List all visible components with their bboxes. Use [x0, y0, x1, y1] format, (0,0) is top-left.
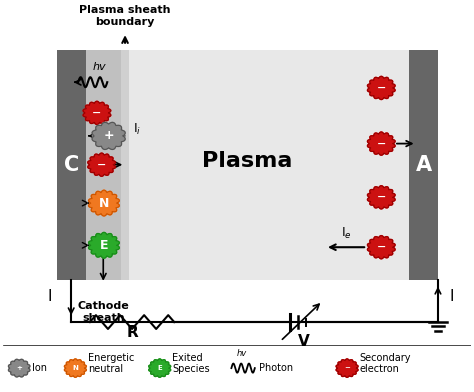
Text: I$_e$: I$_e$ [341, 225, 352, 241]
Text: −: − [92, 108, 101, 118]
Text: N: N [73, 365, 78, 371]
FancyBboxPatch shape [410, 49, 438, 280]
Polygon shape [89, 190, 119, 216]
Polygon shape [336, 359, 358, 377]
Text: C: C [64, 155, 79, 175]
Text: −: − [344, 365, 350, 371]
Text: −: − [97, 160, 106, 170]
Text: I: I [450, 289, 454, 304]
Text: N: N [99, 196, 109, 210]
Text: +: + [103, 129, 114, 142]
Text: Secondary
electron: Secondary electron [360, 353, 411, 374]
Text: Cathode
sheath: Cathode sheath [77, 301, 129, 323]
Text: V: V [298, 334, 310, 349]
Text: I$_i$: I$_i$ [133, 122, 142, 137]
Text: Plasma sheath
boundary: Plasma sheath boundary [79, 5, 171, 27]
Text: E: E [100, 239, 108, 252]
Polygon shape [367, 76, 395, 100]
FancyBboxPatch shape [129, 49, 410, 280]
Polygon shape [367, 132, 395, 155]
Text: hv: hv [92, 62, 106, 72]
Polygon shape [9, 359, 30, 377]
Text: Exited
Species: Exited Species [173, 353, 210, 374]
FancyBboxPatch shape [86, 49, 121, 280]
Polygon shape [367, 236, 395, 259]
Polygon shape [88, 153, 116, 176]
FancyBboxPatch shape [57, 49, 86, 280]
Polygon shape [64, 359, 86, 377]
Text: A: A [416, 155, 432, 175]
Text: R: R [126, 325, 138, 339]
Polygon shape [89, 232, 119, 258]
Text: I: I [48, 289, 52, 304]
FancyBboxPatch shape [121, 49, 129, 280]
Text: Photon: Photon [259, 363, 293, 373]
Text: hv: hv [237, 349, 247, 358]
Text: −: − [377, 242, 386, 252]
Text: −: − [377, 192, 386, 202]
Text: Energetic
neutral: Energetic neutral [88, 353, 135, 374]
Polygon shape [83, 101, 111, 125]
Polygon shape [149, 359, 171, 377]
Text: Plasma: Plasma [202, 151, 292, 171]
Text: Ion: Ion [32, 363, 47, 373]
Polygon shape [92, 122, 125, 149]
Polygon shape [367, 186, 395, 209]
Text: +: + [16, 365, 22, 371]
Text: −: − [377, 139, 386, 149]
Text: −: − [377, 83, 386, 93]
Text: E: E [157, 365, 162, 371]
